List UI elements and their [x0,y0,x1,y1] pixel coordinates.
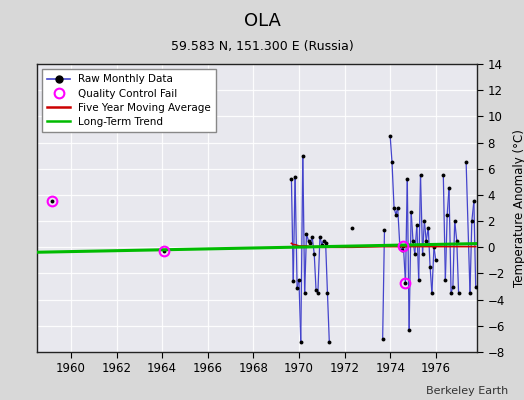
Legend: Raw Monthly Data, Quality Control Fail, Five Year Moving Average, Long-Term Tren: Raw Monthly Data, Quality Control Fail, … [42,69,216,132]
Y-axis label: Temperature Anomaly (°C): Temperature Anomaly (°C) [513,129,524,287]
Text: Berkeley Earth: Berkeley Earth [426,386,508,396]
Text: 59.583 N, 151.300 E (Russia): 59.583 N, 151.300 E (Russia) [171,40,353,53]
Text: OLA: OLA [244,12,280,30]
